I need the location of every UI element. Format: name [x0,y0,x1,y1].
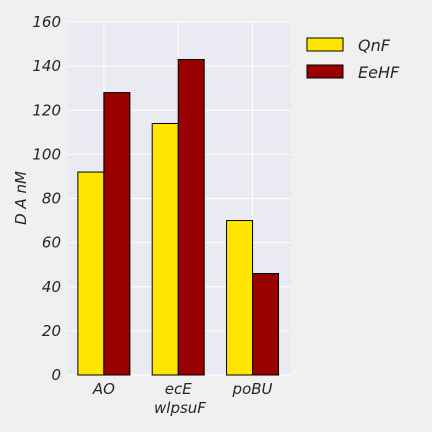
bar-QnF-poBU [226,220,254,376]
y-tick-label: 80 [42,190,61,208]
y-tick-label: 100 [32,145,61,163]
x-axis-label: wlpsuF [154,399,206,417]
y-tick-label: 120 [32,101,61,119]
legend-swatch [306,37,344,52]
x-tick-label: AO [92,380,115,398]
bar-QnF-AO [77,171,105,376]
bar-QnF-ecE [151,122,179,376]
y-tick-label: 160 [32,13,61,31]
bars [77,59,280,376]
x-tick-label: ecE [165,380,192,398]
x-tick-label: poBU [232,380,273,398]
y-tick-label: 140 [32,57,61,75]
bar-EeHF-ecE [177,59,205,376]
bar-EeHF-poBU [252,273,280,376]
legend-label: EeHF [358,63,400,82]
y-tick-label: 40 [42,278,61,296]
legend-label: QnF [358,36,391,55]
y-axis-label: D A nM [12,171,30,225]
y-tick-label: 20 [42,322,61,340]
y-tick-label: 60 [42,234,61,252]
y-tick-label: 0 [51,366,61,384]
legend-swatch [306,64,344,79]
y-tick-labels: 0 20 40 60 80 100 120 140 160 [32,13,61,384]
legend: QnF EeHF [306,36,400,82]
x-tick-labels: AO ecE poBU [92,380,273,398]
bar-EeHF-AO [103,92,131,376]
